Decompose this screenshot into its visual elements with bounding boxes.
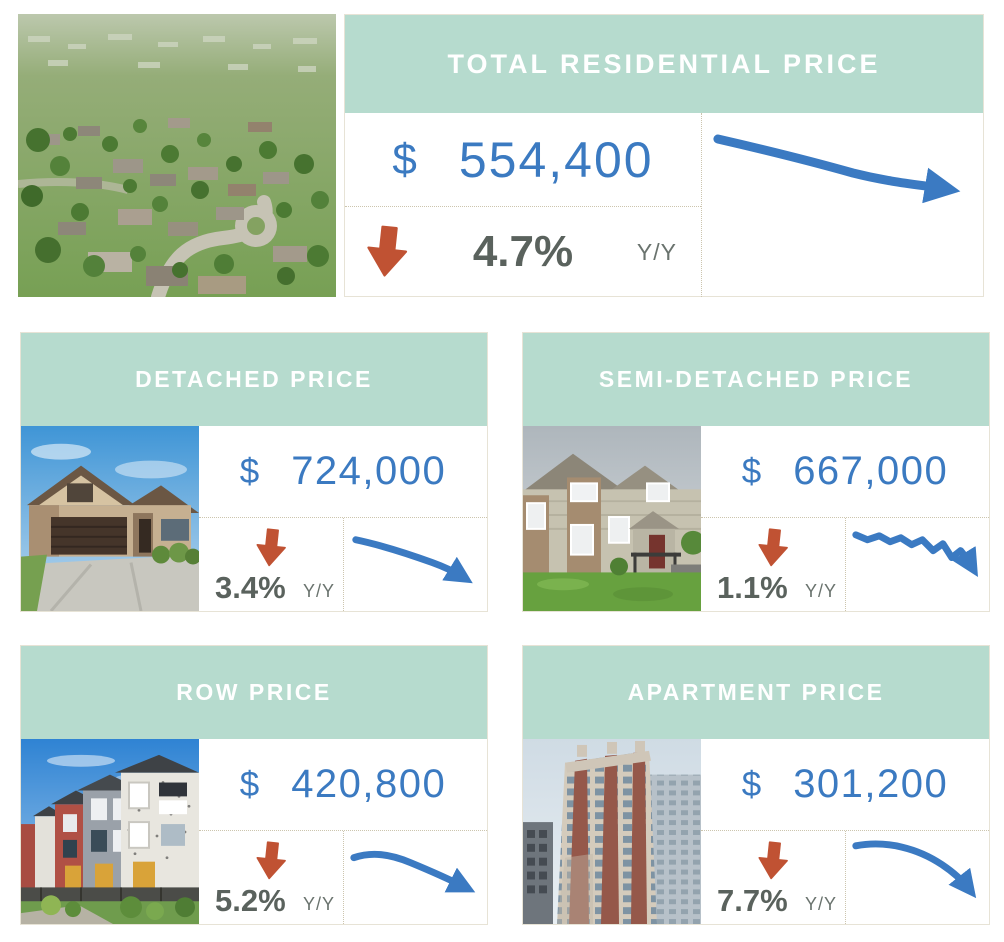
price-value: 667,000 [793, 449, 949, 493]
trend-down-sparkline [352, 536, 473, 584]
detached-house-illustration [21, 426, 199, 611]
price-value: 724,000 [291, 449, 447, 493]
semi-detached-price: $ 667,000 [701, 426, 989, 518]
trend-down-sparkline [350, 850, 476, 893]
total-residential-header: TOTAL RESIDENTIAL PRICE [345, 15, 983, 113]
row-change: 5.2% Y/Y [199, 831, 343, 924]
detached-house-photo [21, 426, 199, 611]
change-percent: 5.2% [215, 883, 286, 918]
semi-detached-trend [845, 518, 989, 611]
currency-symbol: $ [392, 134, 417, 184]
apartment-price: $ 301,200 [701, 739, 989, 831]
down-arrow-icon [367, 225, 408, 277]
change-percent: 1.1% [717, 570, 788, 605]
down-arrow-icon [758, 528, 788, 567]
period-label: Y/Y [636, 238, 677, 265]
currency-symbol: $ [741, 451, 762, 491]
row-card: ROW PRICE [20, 645, 488, 925]
trend-down-sparkline [713, 134, 961, 204]
row-townhouses-illustration [21, 739, 199, 924]
currency-symbol: $ [239, 451, 260, 491]
apartment-tower-photo [523, 739, 701, 924]
period-label: Y/Y [302, 894, 335, 915]
trend-down-sparkline [852, 531, 978, 577]
apartment-change: 7.7% Y/Y [701, 831, 845, 924]
total-residential-trend [701, 113, 983, 297]
total-residential-card: TOTAL RESIDENTIAL PRICE $ 554,400 4.7% Y… [344, 14, 984, 297]
detached-header: DETACHED PRICE [21, 333, 487, 426]
row-trend [343, 831, 487, 924]
currency-symbol: $ [741, 764, 762, 804]
trend-down-sparkline [852, 840, 977, 899]
period-label: Y/Y [302, 581, 335, 602]
apartment-trend [845, 831, 989, 924]
semi-detached-card: SEMI-DETACHED PRICE [522, 332, 990, 612]
row-title: ROW PRICE [176, 679, 332, 705]
down-arrow-icon [758, 841, 788, 880]
price-value: 554,400 [458, 131, 654, 188]
change-percent: 7.7% [717, 883, 788, 918]
total-residential-title: TOTAL RESIDENTIAL PRICE [447, 48, 881, 79]
aerial-neighbourhood-illustration [18, 14, 336, 297]
apartment-header: APARTMENT PRICE [523, 646, 989, 739]
change-percent: 3.4% [215, 570, 286, 605]
row-townhouses-photo [21, 739, 199, 924]
price-value: 301,200 [793, 762, 949, 806]
detached-change: 3.4% Y/Y [199, 518, 343, 611]
down-arrow-icon [256, 841, 286, 880]
down-arrow-icon [256, 528, 286, 567]
detached-price: $ 724,000 [199, 426, 487, 518]
apartment-tower-illustration [523, 739, 701, 924]
price-value: 420,800 [291, 762, 447, 806]
currency-symbol: $ [239, 764, 260, 804]
period-label: Y/Y [804, 894, 837, 915]
aerial-neighbourhood-photo [18, 14, 336, 297]
apartment-title: APARTMENT PRICE [627, 679, 885, 705]
semi-detached-header: SEMI-DETACHED PRICE [523, 333, 989, 426]
row-header: ROW PRICE [21, 646, 487, 739]
detached-title: DETACHED PRICE [135, 366, 373, 392]
period-label: Y/Y [804, 581, 837, 602]
semi-detached-title: SEMI-DETACHED PRICE [598, 366, 914, 392]
total-residential-change: 4.7% Y/Y [345, 207, 701, 297]
semi-detached-change: 1.1% Y/Y [701, 518, 845, 611]
detached-card: DETACHED PRICE [20, 332, 488, 612]
detached-trend [343, 518, 487, 611]
change-percent: 4.7% [472, 227, 574, 276]
apartment-card: APARTMENT PRICE [522, 645, 990, 925]
semi-detached-house-photo [523, 426, 701, 611]
total-residential-price: $ 554,400 [345, 113, 701, 207]
row-price: $ 420,800 [199, 739, 487, 831]
semi-detached-house-illustration [523, 426, 701, 611]
